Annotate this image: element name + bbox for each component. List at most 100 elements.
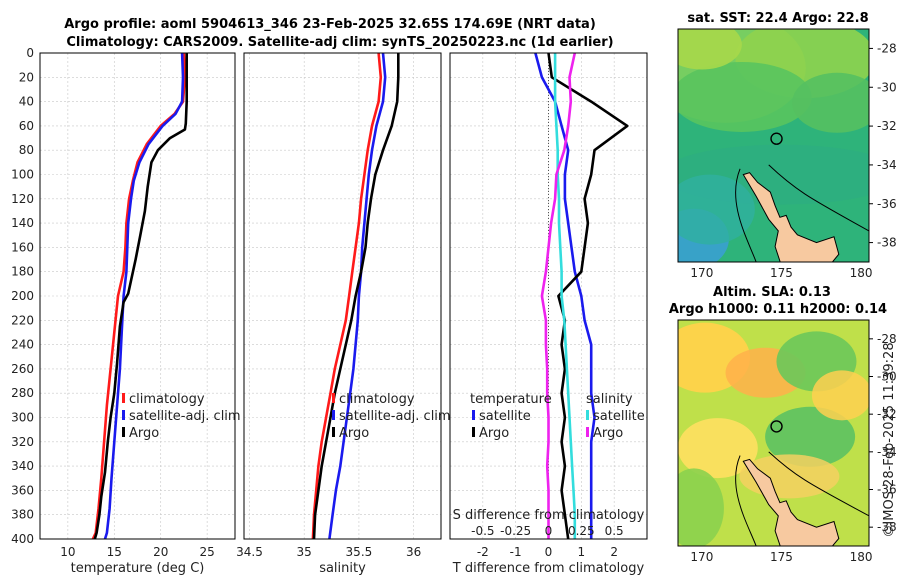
map-field-blob xyxy=(678,468,724,546)
map-y-tick-label: -30 xyxy=(877,80,897,94)
x2-tick-label: -0.25 xyxy=(500,524,531,538)
series-line-salinity-Argo xyxy=(540,52,577,539)
legend-label-temp-argo: Argo xyxy=(479,426,509,441)
series-line-temperature-satellite xyxy=(534,52,596,539)
map-frame xyxy=(677,319,870,547)
x-tick-label: 25 xyxy=(200,545,215,559)
map-y-tick-label: -32 xyxy=(877,119,897,133)
land-new-zealand xyxy=(742,458,840,546)
x-axis-label: salinity xyxy=(319,561,366,576)
y-tick-label: 360 xyxy=(11,483,34,497)
panel-difference: -2 -1 0 1 2 T difference from climatology temp… xyxy=(449,52,648,576)
title-line-1: Argo profile: aoml 5904613_346 23-Feb-20… xyxy=(64,17,596,32)
isobath-contour xyxy=(768,451,869,517)
x-tick-label: 20 xyxy=(153,545,168,559)
plot-frame xyxy=(39,52,236,540)
isobath-contour xyxy=(735,168,757,262)
legend-swatch-sal-argo xyxy=(586,427,589,437)
map-y-tick-label: -34 xyxy=(877,445,897,459)
map-field xyxy=(678,320,869,546)
y-tick-label: 100 xyxy=(11,168,34,182)
map-sla_map: -28 -30 -32 -34 -36 -38 170 175 180 xyxy=(677,319,897,564)
map-frame xyxy=(677,28,870,263)
y-tick-label: 80 xyxy=(19,143,34,157)
legend-temperature-title: temperature xyxy=(470,392,552,407)
x2-tick-label: -0.5 xyxy=(471,524,494,538)
legend-swatch-satellite xyxy=(332,410,335,420)
y-tick-label: 0 xyxy=(26,46,34,60)
argo-position-marker xyxy=(770,132,783,145)
legend-swatch-temp-satellite xyxy=(472,410,475,420)
x-tick-label: 34.5 xyxy=(236,545,263,559)
legend-swatch-temp-argo xyxy=(472,427,475,437)
series-line-satellite-adj.-clim xyxy=(103,52,185,540)
map-x-tick-label: 175 xyxy=(770,266,793,280)
legend-swatch-climatology xyxy=(332,393,335,403)
land-new-zealand xyxy=(742,172,840,262)
legend-label-climatology: climatology xyxy=(339,392,415,407)
y-tick-label: 220 xyxy=(11,313,34,327)
series-line-satellite-adj.-clim xyxy=(328,52,387,540)
map-y-tick-label: -34 xyxy=(877,158,897,172)
legend-salinity-title: salinity xyxy=(586,392,633,407)
series-line-climatology xyxy=(311,52,383,540)
y-tick-label: 180 xyxy=(11,265,34,279)
profile-plots: 0204060801001201401601802002202402602803… xyxy=(11,46,648,576)
x2-tick-label: 0.5 xyxy=(605,524,624,538)
map-x-tick-label: 180 xyxy=(850,266,873,280)
map-y-tick-label: -36 xyxy=(877,483,897,497)
map-y-tick-label: -38 xyxy=(877,236,897,250)
x-tick-label: 0 xyxy=(545,545,553,559)
legend-swatch-climatology xyxy=(122,393,125,403)
sla-map-title-1: Altim. SLA: 0.13 xyxy=(713,285,831,300)
series-line-Argo xyxy=(93,53,188,540)
legend-swatch-argo xyxy=(332,427,335,437)
x-tick-label: 15 xyxy=(107,545,122,559)
legend-swatch-argo xyxy=(122,427,125,437)
map-x-tick-label: 170 xyxy=(690,550,713,564)
map-field-blob xyxy=(765,406,856,467)
legend-label-satellite: satellite-adj. clim xyxy=(129,409,241,424)
y-tick-label: 160 xyxy=(11,240,34,254)
x-tick-label: 36 xyxy=(406,545,421,559)
y-tick-label: 280 xyxy=(11,386,34,400)
legend-label-sal-argo: Argo xyxy=(593,426,623,441)
x-tick-label: 35 xyxy=(297,545,312,559)
panel-salinity: 34.5 35 35.5 36 salinity climatology satellite… xyxy=(236,52,451,576)
sla-map-title-2: Argo h1000: 0.11 h2000: 0.14 xyxy=(669,302,887,317)
legend-label-satellite: satellite-adj. clim xyxy=(339,409,451,424)
y-tick-label: 320 xyxy=(11,435,34,449)
legend-label-climatology: climatology xyxy=(129,392,205,407)
x-axis-label: T difference from climatology xyxy=(452,561,645,576)
x-tick-label: 1 xyxy=(578,545,586,559)
map-y-tick-label: -28 xyxy=(877,41,897,55)
y-tick-label: 20 xyxy=(19,70,34,84)
y-tick-label: 200 xyxy=(11,289,34,303)
plot-frame xyxy=(243,52,442,540)
legend-label-temp-satellite: satellite xyxy=(479,409,531,424)
legend-swatch-satellite xyxy=(122,410,125,420)
x-tick-label: -1 xyxy=(510,545,522,559)
y-tick-label: 300 xyxy=(11,411,34,425)
map-field-blob xyxy=(811,370,869,421)
x-tick-label: 10 xyxy=(60,545,75,559)
argo-position-marker xyxy=(770,420,783,433)
map-x-tick-label: 170 xyxy=(690,266,713,280)
map-field xyxy=(678,29,869,262)
legend-swatch-sal-satellite xyxy=(586,410,589,420)
y-tick-label: 240 xyxy=(11,338,34,352)
map-field-blob xyxy=(792,72,869,133)
y-tick-label: 260 xyxy=(11,362,34,376)
y-tick-label: 60 xyxy=(19,119,34,133)
map-x-tick-label: 180 xyxy=(850,550,873,564)
series-line-Argo xyxy=(312,53,400,540)
map-x-tick-label: 175 xyxy=(770,550,793,564)
sst-map-title: sat. SST: 22.4 Argo: 22.8 xyxy=(687,11,868,26)
series-line-temperature-Argo xyxy=(547,52,629,540)
legend-label-argo: Argo xyxy=(339,426,369,441)
x2-tick-label: 0.25 xyxy=(568,524,595,538)
x-axis-label: temperature (deg C) xyxy=(71,561,205,576)
y-tick-label: 380 xyxy=(11,508,34,522)
